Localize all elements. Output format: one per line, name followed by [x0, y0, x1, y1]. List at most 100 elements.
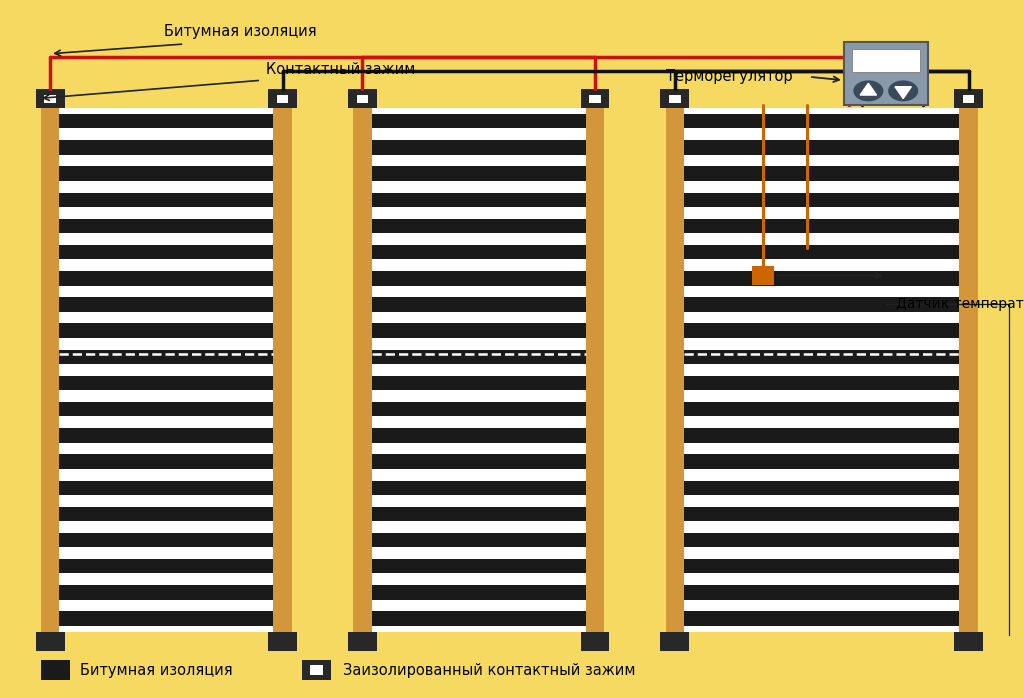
Bar — [372, 428, 586, 443]
Bar — [684, 193, 959, 207]
Bar — [59, 271, 273, 285]
Bar — [273, 108, 292, 632]
Bar — [954, 632, 983, 651]
Bar — [684, 218, 959, 233]
Bar — [41, 660, 70, 680]
Bar — [684, 297, 959, 312]
Bar — [310, 664, 323, 676]
Bar — [963, 94, 975, 103]
Bar — [59, 402, 273, 417]
Bar — [666, 108, 978, 632]
Bar — [684, 533, 959, 547]
Bar — [356, 94, 369, 103]
Bar — [372, 402, 586, 417]
Bar — [684, 480, 959, 495]
Bar — [684, 350, 959, 364]
Bar — [372, 507, 586, 521]
Circle shape — [854, 81, 883, 101]
Bar — [660, 632, 689, 651]
Bar — [752, 266, 774, 285]
Bar — [684, 140, 959, 155]
Bar — [268, 89, 297, 108]
Bar — [660, 89, 689, 108]
Bar — [353, 108, 604, 632]
Bar — [684, 402, 959, 417]
Bar — [581, 89, 609, 108]
Bar — [684, 166, 959, 181]
Bar — [268, 632, 297, 651]
Bar — [684, 428, 959, 443]
Bar — [372, 376, 586, 390]
Bar — [59, 350, 273, 364]
Bar — [59, 428, 273, 443]
Bar — [44, 94, 56, 103]
Bar — [59, 114, 273, 128]
Bar — [586, 108, 604, 632]
Bar — [684, 323, 959, 338]
Text: Контактный зажим: Контактный зажим — [266, 62, 416, 77]
Bar — [684, 454, 959, 469]
Bar — [59, 454, 273, 469]
Bar — [372, 585, 586, 600]
Bar — [353, 108, 372, 632]
Bar — [581, 632, 609, 651]
Bar — [589, 94, 601, 103]
Bar — [59, 140, 273, 155]
Bar — [684, 271, 959, 285]
Bar — [666, 108, 684, 632]
Bar — [59, 245, 273, 260]
Text: Терморегулятор: Терморегулятор — [666, 69, 793, 84]
Bar — [372, 323, 586, 338]
Bar — [348, 632, 377, 651]
Bar — [372, 611, 586, 626]
Bar — [684, 114, 959, 128]
Bar — [372, 245, 586, 260]
Bar — [348, 89, 377, 108]
Text: Датчик температуры: Датчик температуры — [896, 297, 1024, 311]
Bar — [372, 166, 586, 181]
Bar — [59, 480, 273, 495]
Bar — [669, 94, 681, 103]
Bar — [372, 193, 586, 207]
Bar — [684, 585, 959, 600]
Bar — [684, 559, 959, 574]
Bar — [684, 507, 959, 521]
Bar — [954, 89, 983, 108]
Bar — [59, 611, 273, 626]
Bar — [372, 533, 586, 547]
Bar — [41, 108, 59, 632]
Bar — [36, 632, 65, 651]
Text: Битумная изоляция: Битумная изоляция — [80, 662, 232, 678]
Bar — [844, 42, 928, 105]
Bar — [276, 94, 289, 103]
Bar — [372, 297, 586, 312]
Bar — [59, 297, 273, 312]
Bar — [36, 89, 65, 108]
Bar — [852, 50, 920, 72]
Bar — [372, 114, 586, 128]
Bar — [59, 559, 273, 574]
Bar — [684, 376, 959, 390]
Polygon shape — [895, 87, 911, 98]
Bar — [302, 660, 331, 680]
Bar — [59, 585, 273, 600]
Bar — [372, 140, 586, 155]
Bar — [684, 611, 959, 626]
Bar — [372, 559, 586, 574]
Polygon shape — [860, 83, 877, 95]
Bar — [59, 376, 273, 390]
Circle shape — [889, 81, 918, 101]
Bar — [41, 108, 292, 632]
Text: Битумная изоляция: Битумная изоляция — [164, 24, 317, 39]
Text: Заизолированный контактный зажим: Заизолированный контактный зажим — [343, 662, 636, 678]
Bar — [59, 193, 273, 207]
Bar — [372, 350, 586, 364]
Bar — [59, 323, 273, 338]
Bar — [372, 271, 586, 285]
Bar — [372, 218, 586, 233]
Bar — [59, 507, 273, 521]
Bar — [59, 218, 273, 233]
Bar — [372, 454, 586, 469]
Bar — [59, 533, 273, 547]
Bar — [59, 166, 273, 181]
